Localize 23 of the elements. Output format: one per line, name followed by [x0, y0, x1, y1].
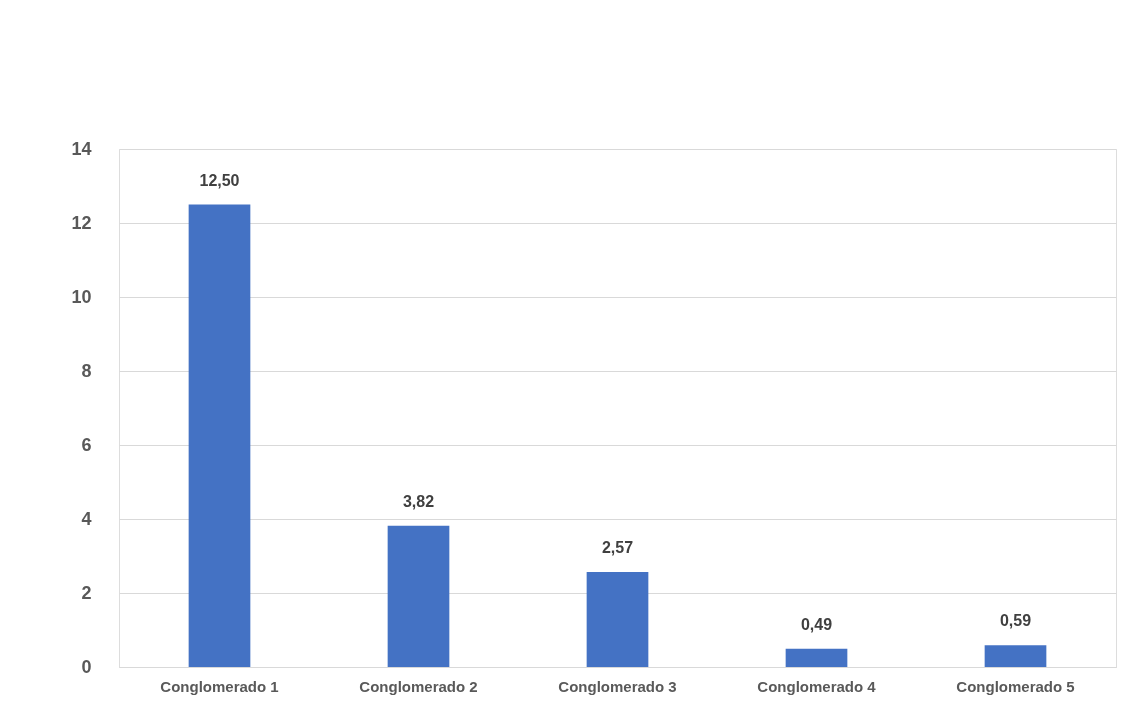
y-tick-label: 6: [81, 434, 92, 455]
x-tick-label: Conglomerado 2: [359, 677, 478, 695]
y-tick-label: 8: [81, 360, 92, 381]
bar: [188, 204, 251, 667]
y-tick-label: 4: [81, 508, 92, 529]
data-label: 2,57: [601, 538, 634, 556]
x-tick-label: Conglomerado 5: [956, 677, 1075, 695]
data-label: 0,59: [999, 612, 1032, 630]
x-tick-label: Conglomerado 1: [160, 677, 279, 695]
y-tick-label: 0: [81, 656, 92, 677]
bar: [984, 645, 1047, 667]
data-label: 3,82: [402, 492, 435, 510]
bar: [387, 525, 450, 667]
x-tick-label: Conglomerado 4: [757, 677, 877, 695]
y-tick-label: 14: [71, 138, 92, 159]
bar: [785, 648, 848, 667]
y-tick-label: 2: [81, 582, 92, 603]
x-tick-label: Conglomerado 3: [558, 677, 677, 695]
bar: [586, 571, 649, 667]
data-label: 12,50: [199, 171, 240, 189]
y-tick-label: 10: [71, 286, 92, 307]
data-label: 0,49: [800, 615, 833, 633]
y-tick-label: 12: [71, 212, 92, 233]
